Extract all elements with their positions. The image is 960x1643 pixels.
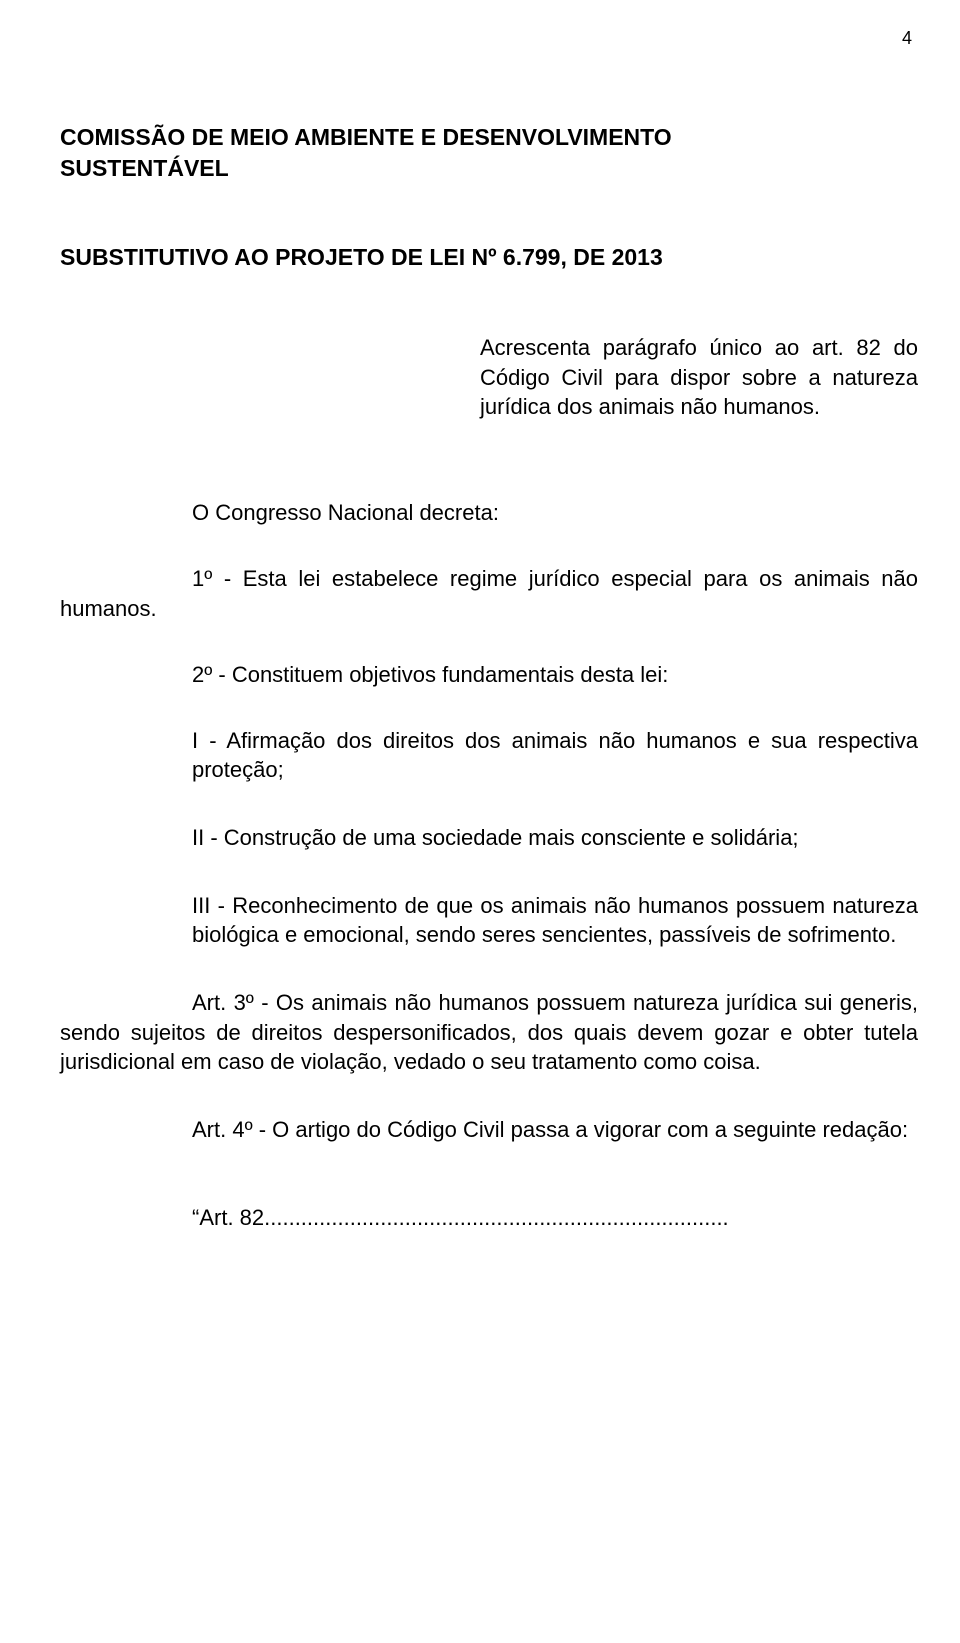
article-1-text: 1º - Esta lei estabelece regime jurídico… <box>60 566 918 621</box>
inciso-ii: II - Construção de uma sociedade mais co… <box>192 823 918 853</box>
inciso-iii: III - Reconhecimento de que os animais n… <box>192 891 918 950</box>
heading-line-1: COMISSÃO DE MEIO AMBIENTE E DESENVOLVIME… <box>60 122 918 153</box>
inciso-i: I - Afirmação dos direitos dos animais n… <box>192 726 918 785</box>
decreta-line: O Congresso Nacional decreta: <box>60 500 918 526</box>
article-82-quote: “Art. 82................................… <box>192 1205 918 1231</box>
article-3-text: Art. 3º - Os animais não humanos possuem… <box>60 990 918 1074</box>
ementa-block: Acrescenta parágrafo único ao art. 82 do… <box>480 333 918 422</box>
article-4-text: Art. 4º - O artigo do Código Civil passa… <box>192 1117 908 1142</box>
page-number: 4 <box>902 28 912 49</box>
project-subheading: SUBSTITUTIVO AO PROJETO DE LEI Nº 6.799,… <box>60 244 918 271</box>
article-4: Art. 4º - O artigo do Código Civil passa… <box>60 1115 918 1145</box>
article-3: Art. 3º - Os animais não humanos possuem… <box>60 988 918 1077</box>
document-page: 4 COMISSÃO DE MEIO AMBIENTE E DESENVOLVI… <box>0 0 960 1643</box>
heading-line-2: SUSTENTÁVEL <box>60 153 918 184</box>
committee-heading: COMISSÃO DE MEIO AMBIENTE E DESENVOLVIME… <box>60 122 918 184</box>
article-2-intro: 2º - Constituem objetivos fundamentais d… <box>60 662 918 688</box>
inciso-list: I - Afirmação dos direitos dos animais n… <box>60 726 918 950</box>
article-1: 1º - Esta lei estabelece regime jurídico… <box>60 564 918 623</box>
